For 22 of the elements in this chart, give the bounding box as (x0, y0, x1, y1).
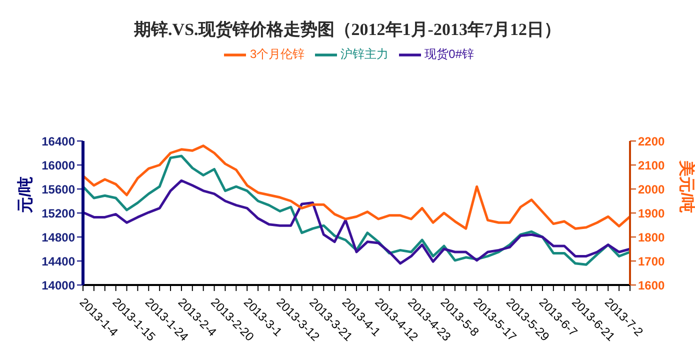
y2-tick-label: 1900 (638, 206, 666, 220)
y-tick-label: 16400 (42, 134, 76, 148)
y2-tick-label: 2100 (638, 158, 666, 172)
legend-label: 3个月伦锌 (250, 47, 305, 62)
y-tick-label: 14800 (42, 230, 76, 244)
y-tick-label: 15200 (42, 206, 76, 220)
y-axis-title: 元/吨 (16, 176, 35, 214)
line-series (82, 144, 632, 230)
y-tick-label: 15600 (42, 182, 76, 196)
y2-tick-label: 2000 (638, 182, 666, 196)
y-tick-label: 16000 (42, 158, 76, 172)
y2-tick-label: 1800 (638, 230, 666, 244)
y2-axis-title: 美元/吨 (677, 160, 695, 213)
chart-title: 期锌.VS.现货锌价格走势图（2012年1月-2013年7月12日） (133, 19, 562, 41)
y2-tick-label: 1700 (638, 254, 666, 268)
y-tick-label: 14400 (42, 254, 76, 268)
legend-label: 现货0#锌 (424, 47, 474, 62)
y2-tick-label: 1600 (638, 278, 666, 292)
y-tick-label: 14000 (42, 278, 76, 292)
legend-label: 沪锌主力 (340, 47, 389, 62)
y2-tick-label: 2200 (638, 134, 666, 148)
line-series (82, 179, 632, 265)
